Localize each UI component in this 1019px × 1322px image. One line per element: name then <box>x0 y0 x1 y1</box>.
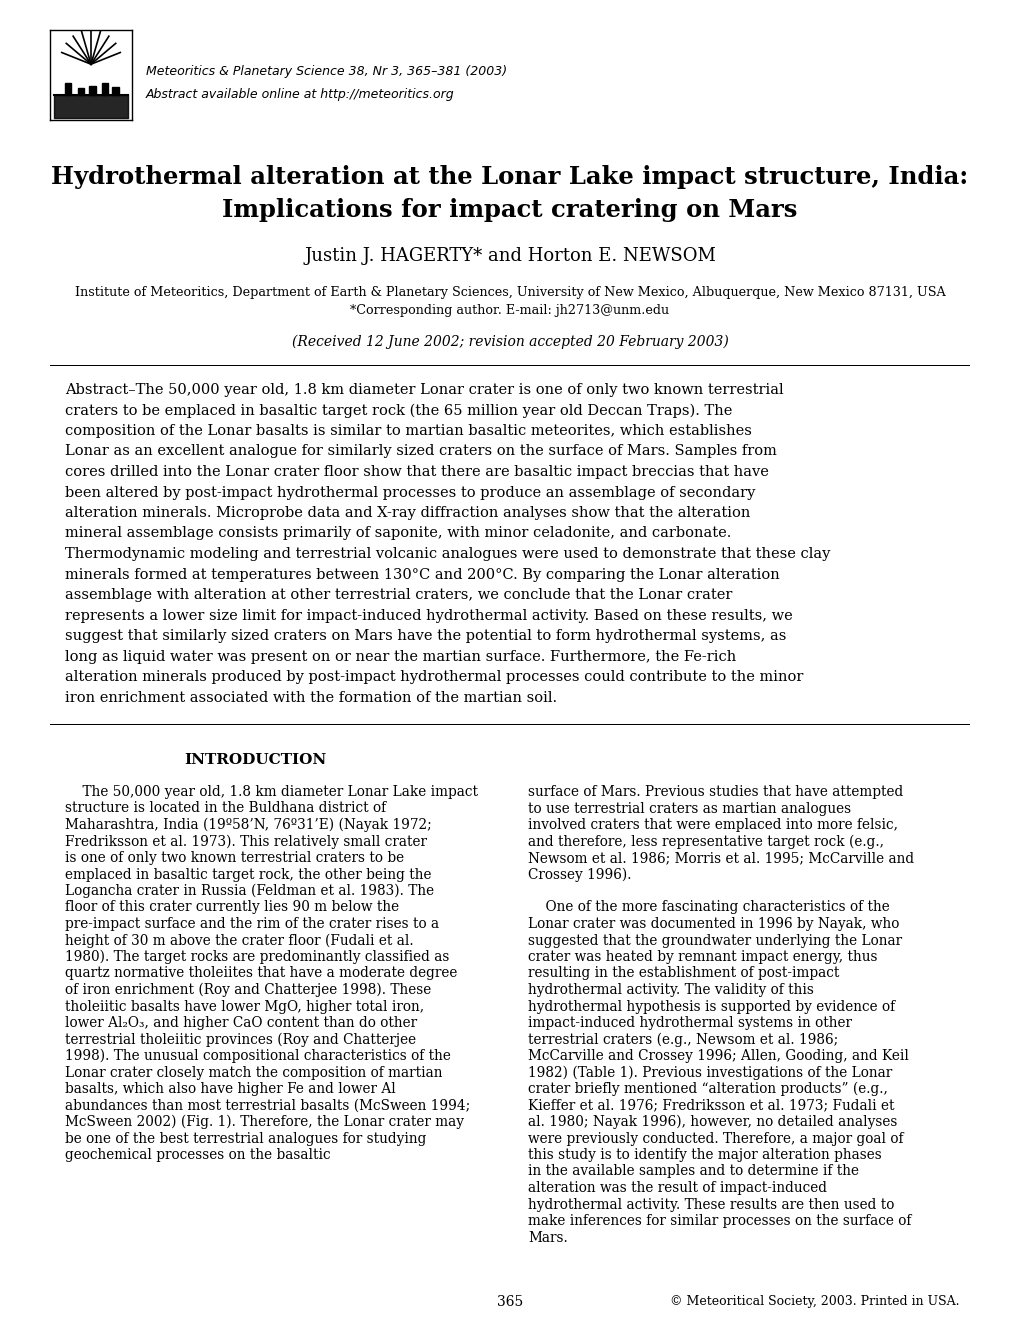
Text: hydrothermal activity. The validity of this: hydrothermal activity. The validity of t… <box>528 984 813 997</box>
Text: pre-impact surface and the rim of the crater rises to a: pre-impact surface and the rim of the cr… <box>65 917 439 931</box>
Text: long as liquid water was present on or near the martian surface. Furthermore, th: long as liquid water was present on or n… <box>65 649 736 664</box>
Text: is one of only two known terrestrial craters to be: is one of only two known terrestrial cra… <box>65 851 404 865</box>
Text: crater was heated by remnant impact energy, thus: crater was heated by remnant impact ener… <box>528 951 876 964</box>
Text: minerals formed at temperatures between 130°C and 200°C. By comparing the Lonar : minerals formed at temperatures between … <box>65 567 779 582</box>
Text: suggest that similarly sized craters on Mars have the potential to form hydrothe: suggest that similarly sized craters on … <box>65 629 786 642</box>
Text: structure is located in the Buldhana district of: structure is located in the Buldhana dis… <box>65 801 386 816</box>
Bar <box>64 86 71 95</box>
Text: assemblage with alteration at other terrestrial craters, we conclude that the Lo: assemblage with alteration at other terr… <box>65 588 732 602</box>
Text: Maharashtra, India (19º58’N, 76º31’E) (Nayak 1972;: Maharashtra, India (19º58’N, 76º31’E) (N… <box>65 818 431 833</box>
Text: Lonar crater was documented in 1996 by Nayak, who: Lonar crater was documented in 1996 by N… <box>528 917 899 931</box>
Text: in the available samples and to determine if the: in the available samples and to determin… <box>528 1165 858 1178</box>
Text: Lonar crater closely match the composition of martian: Lonar crater closely match the compositi… <box>65 1066 442 1080</box>
Text: Mars.: Mars. <box>528 1231 568 1244</box>
Text: to use terrestrial craters as martian analogues: to use terrestrial craters as martian an… <box>528 801 850 816</box>
Text: © Meteoritical Society, 2003. Printed in USA.: © Meteoritical Society, 2003. Printed in… <box>669 1296 959 1307</box>
Text: Implications for impact cratering on Mars: Implications for impact cratering on Mar… <box>222 198 797 222</box>
Text: 1998). The unusual compositional characteristics of the: 1998). The unusual compositional charact… <box>65 1048 450 1063</box>
Text: (Received 12 June 2002; revision accepted 20 February 2003): (Received 12 June 2002; revision accepte… <box>291 334 728 349</box>
Text: alteration was the result of impact-induced: alteration was the result of impact-indu… <box>528 1181 826 1195</box>
Text: Abstract–The 50,000 year old, 1.8 km diameter Lonar crater is one of only two kn: Abstract–The 50,000 year old, 1.8 km dia… <box>65 383 783 397</box>
Text: make inferences for similar processes on the surface of: make inferences for similar processes on… <box>528 1214 911 1228</box>
Text: be one of the best terrestrial analogues for studying: be one of the best terrestrial analogues… <box>65 1132 426 1145</box>
Text: McCarville and Crossey 1996; Allen, Gooding, and Keil: McCarville and Crossey 1996; Allen, Good… <box>528 1048 908 1063</box>
Text: Newsom et al. 1986; Morris et al. 1995; McCarville and: Newsom et al. 1986; Morris et al. 1995; … <box>528 851 913 865</box>
Text: The 50,000 year old, 1.8 km diameter Lonar Lake impact: The 50,000 year old, 1.8 km diameter Lon… <box>65 785 478 798</box>
Text: alteration minerals produced by post-impact hydrothermal processes could contrib: alteration minerals produced by post-imp… <box>65 670 803 683</box>
Text: Logancha crater in Russia (Feldman et al. 1983). The: Logancha crater in Russia (Feldman et al… <box>65 884 434 899</box>
Text: impact-induced hydrothermal systems in other: impact-induced hydrothermal systems in o… <box>528 1017 851 1030</box>
Text: composition of the Lonar basalts is similar to martian basaltic meteorites, whic: composition of the Lonar basalts is simi… <box>65 424 751 438</box>
Text: cores drilled into the Lonar crater floor show that there are basaltic impact br: cores drilled into the Lonar crater floo… <box>65 465 768 479</box>
Text: geochemical processes on the basaltic: geochemical processes on the basaltic <box>65 1147 330 1162</box>
Text: were previously conducted. Therefore, a major goal of: were previously conducted. Therefore, a … <box>528 1132 903 1145</box>
Bar <box>90 85 96 95</box>
Text: surface of Mars. Previous studies that have attempted: surface of Mars. Previous studies that h… <box>528 785 903 798</box>
Text: Fredriksson et al. 1973). This relatively small crater: Fredriksson et al. 1973). This relativel… <box>65 834 427 849</box>
Text: Kieffer et al. 1976; Fredriksson et al. 1973; Fudali et: Kieffer et al. 1976; Fredriksson et al. … <box>528 1099 894 1113</box>
Text: al. 1980; Nayak 1996), however, no detailed analyses: al. 1980; Nayak 1996), however, no detai… <box>528 1114 897 1129</box>
Text: resulting in the establishment of post-impact: resulting in the establishment of post-i… <box>528 966 839 981</box>
Bar <box>77 83 85 95</box>
Text: 365: 365 <box>496 1296 523 1309</box>
Text: One of the more fascinating characteristics of the: One of the more fascinating characterist… <box>528 900 889 915</box>
Text: Institute of Meteoritics, Department of Earth & Planetary Sciences, University o: Institute of Meteoritics, Department of … <box>74 286 945 299</box>
Text: iron enrichment associated with the formation of the martian soil.: iron enrichment associated with the form… <box>65 690 556 705</box>
Text: terrestrial tholeiitic provinces (Roy and Chatterjee: terrestrial tholeiitic provinces (Roy an… <box>65 1032 416 1047</box>
Text: 1982) (Table 1). Previous investigations of the Lonar: 1982) (Table 1). Previous investigations… <box>528 1066 892 1080</box>
Text: crater briefly mentioned “alteration products” (e.g.,: crater briefly mentioned “alteration pro… <box>528 1081 887 1096</box>
Text: Thermodynamic modeling and terrestrial volcanic analogues were used to demonstra: Thermodynamic modeling and terrestrial v… <box>65 547 829 561</box>
Text: abundances than most terrestrial basalts (McSween 1994;: abundances than most terrestrial basalts… <box>65 1099 470 1113</box>
Text: Crossey 1996).: Crossey 1996). <box>528 867 631 882</box>
Text: floor of this crater currently lies 90 m below the: floor of this crater currently lies 90 m… <box>65 900 398 915</box>
Text: involved craters that were emplaced into more felsic,: involved craters that were emplaced into… <box>528 818 897 832</box>
Text: craters to be emplaced in basaltic target rock (the 65 million year old Deccan T: craters to be emplaced in basaltic targe… <box>65 403 732 418</box>
Text: Lonar as an excellent analogue for similarly sized craters on the surface of Mar: Lonar as an excellent analogue for simil… <box>65 444 776 459</box>
Text: this study is to identify the major alteration phases: this study is to identify the major alte… <box>528 1147 880 1162</box>
Text: McSween 2002) (Fig. 1). Therefore, the Lonar crater may: McSween 2002) (Fig. 1). Therefore, the L… <box>65 1114 464 1129</box>
Text: of iron enrichment (Roy and Chatterjee 1998). These: of iron enrichment (Roy and Chatterjee 1… <box>65 984 431 997</box>
Text: lower Al₂O₃, and higher CaO content than do other: lower Al₂O₃, and higher CaO content than… <box>65 1017 417 1030</box>
Text: 1980). The target rocks are predominantly classified as: 1980). The target rocks are predominantl… <box>65 951 449 964</box>
Text: Hydrothermal alteration at the Lonar Lake impact structure, India:: Hydrothermal alteration at the Lonar Lak… <box>51 165 968 189</box>
Text: basalts, which also have higher Fe and lower Al: basalts, which also have higher Fe and l… <box>65 1081 395 1096</box>
Text: height of 30 m above the crater floor (Fudali et al.: height of 30 m above the crater floor (F… <box>65 933 414 948</box>
Text: suggested that the groundwater underlying the Lonar: suggested that the groundwater underlyin… <box>528 933 901 948</box>
Text: emplaced in basaltic target rock, the other being the: emplaced in basaltic target rock, the ot… <box>65 867 431 882</box>
Text: mineral assemblage consists primarily of saponite, with minor celadonite, and ca: mineral assemblage consists primarily of… <box>65 526 731 541</box>
Text: Justin J. HAGERTY* and Horton E. NEWSOM: Justin J. HAGERTY* and Horton E. NEWSOM <box>304 247 715 264</box>
Text: Abstract available online at http://meteoritics.org: Abstract available online at http://mete… <box>146 89 454 100</box>
Text: been altered by post-impact hydrothermal processes to produce an assemblage of s: been altered by post-impact hydrothermal… <box>65 485 755 500</box>
Text: INTRODUCTION: INTRODUCTION <box>183 754 326 767</box>
Text: hydrothermal hypothesis is supported by evidence of: hydrothermal hypothesis is supported by … <box>528 999 895 1014</box>
Bar <box>102 85 108 95</box>
Text: terrestrial craters (e.g., Newsom et al. 1986;: terrestrial craters (e.g., Newsom et al.… <box>528 1032 838 1047</box>
Text: Meteoritics & Planetary Science 38, Nr 3, 365–381 (2003): Meteoritics & Planetary Science 38, Nr 3… <box>146 65 506 78</box>
Text: represents a lower size limit for impact-induced hydrothermal activity. Based on: represents a lower size limit for impact… <box>65 608 792 623</box>
Text: quartz normative tholeiites that have a moderate degree: quartz normative tholeiites that have a … <box>65 966 457 981</box>
Text: hydrothermal activity. These results are then used to: hydrothermal activity. These results are… <box>528 1198 894 1211</box>
Bar <box>112 83 119 95</box>
Text: and therefore, less representative target rock (e.g.,: and therefore, less representative targe… <box>528 834 883 849</box>
Text: tholeiitic basalts have lower MgO, higher total iron,: tholeiitic basalts have lower MgO, highe… <box>65 999 424 1014</box>
Text: alteration minerals. Microprobe data and X-ray diffraction analyses show that th: alteration minerals. Microprobe data and… <box>65 506 750 520</box>
Text: *Corresponding author. E-mail: jh2713@unm.edu: *Corresponding author. E-mail: jh2713@un… <box>351 304 668 317</box>
